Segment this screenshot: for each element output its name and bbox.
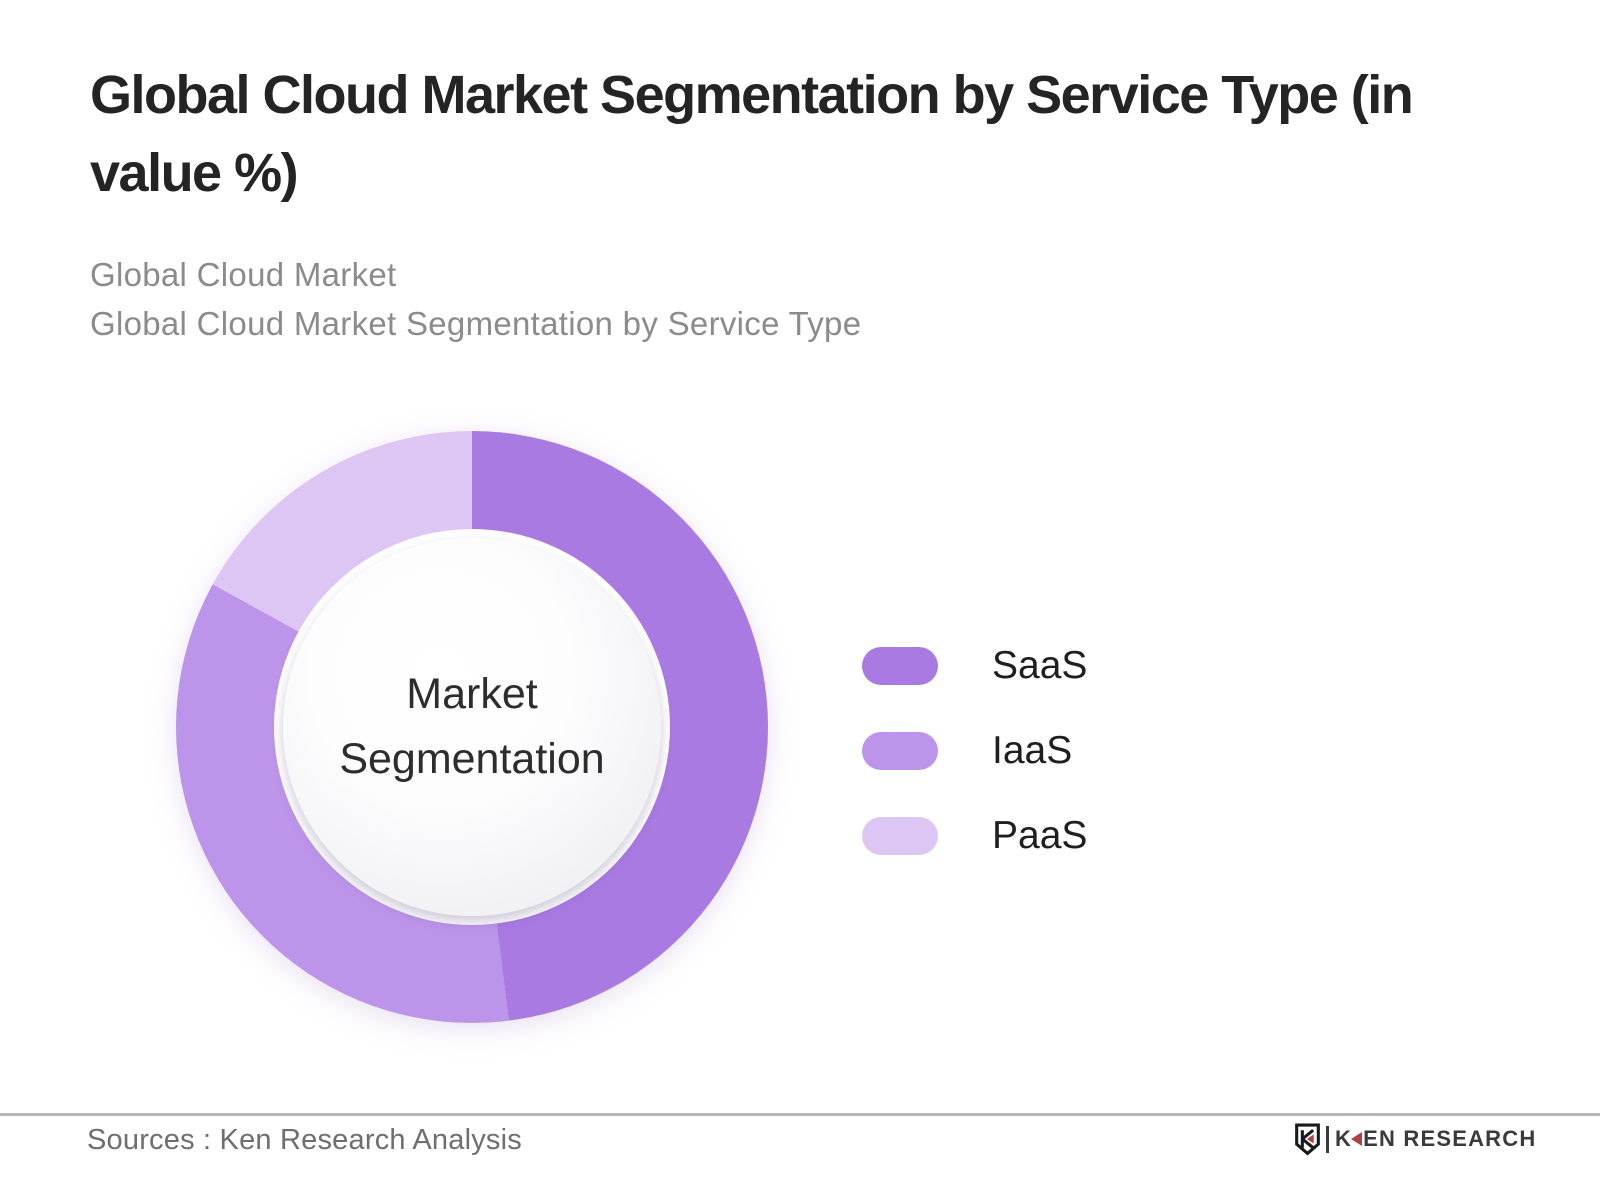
legend-item-paas: PaaS — [862, 814, 1088, 857]
legend-label-paas: PaaS — [992, 814, 1088, 857]
donut-chart: Market Segmentation — [176, 431, 768, 1023]
legend-item-iaas: IaaS — [862, 729, 1073, 772]
sources-note: Sources : Ken Research Analysis — [87, 1124, 522, 1156]
page-title-line-2: value %) — [90, 143, 299, 203]
donut-center-disc — [283, 538, 661, 916]
legend-label-saas: SaaS — [992, 644, 1088, 687]
page-title-line-1: Global Cloud Market Segmentation by Serv… — [90, 65, 1414, 125]
legend-swatch-saas — [862, 647, 938, 685]
donut-center-label: Market Segmentation — [176, 431, 768, 1023]
logo-wordmark-rest: EN RESEARCH — [1363, 1126, 1537, 1151]
legend-swatch-iaas — [862, 732, 938, 770]
logo-wordmark-k: K — [1335, 1126, 1353, 1151]
legend-label-iaas: IaaS — [992, 729, 1073, 772]
logo-wordmark: K EN RESEARCH — [1335, 1126, 1536, 1152]
legend-item-saas: SaaS — [862, 644, 1088, 687]
subtitle-line-1: Global Cloud Market — [90, 256, 397, 293]
chart-subtitle: Global Cloud Market Global Cloud Market … — [90, 250, 1190, 348]
logo-shield-red-triangle-icon — [1306, 1133, 1314, 1144]
page-title: Global Cloud Market Segmentation by Serv… — [90, 56, 1510, 212]
ken-research-logo: K EN RESEARCH — [1294, 1120, 1536, 1158]
logo-shield-icon — [1295, 1123, 1320, 1155]
subtitle-line-2: Global Cloud Market Segmentation by Serv… — [90, 305, 862, 342]
legend-swatch-paas — [862, 817, 938, 855]
logo-separator-bar — [1326, 1125, 1329, 1153]
center-label-line-1: Market — [406, 670, 538, 718]
footer-divider — [0, 1113, 1600, 1116]
center-label-line-2: Segmentation — [339, 735, 605, 783]
logo-red-triangle-icon — [1351, 1132, 1363, 1146]
